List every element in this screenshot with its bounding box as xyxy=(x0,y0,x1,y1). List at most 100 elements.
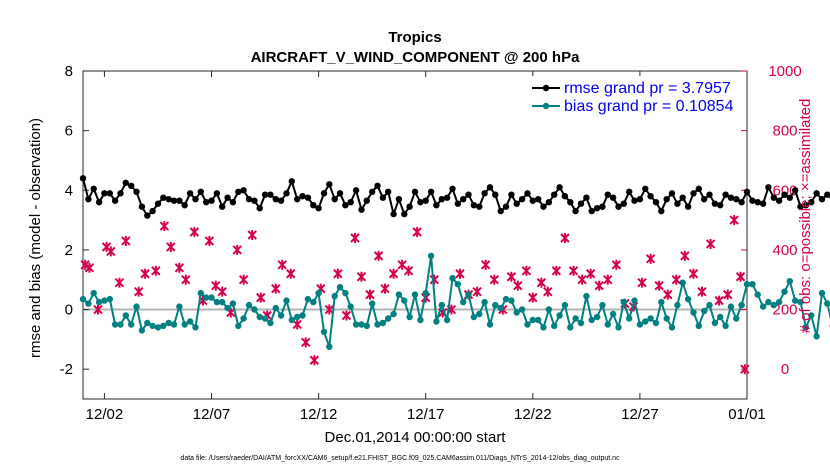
obs-marker xyxy=(594,280,604,291)
bias-point xyxy=(144,319,151,327)
bias-point xyxy=(711,319,719,327)
x-tick-label: 01/01 xyxy=(728,406,766,423)
rmse-point xyxy=(363,197,370,204)
obs-marker xyxy=(151,265,161,276)
bias-point xyxy=(395,291,403,298)
obs-marker xyxy=(585,268,596,279)
bias-point xyxy=(117,321,124,328)
bias-point xyxy=(443,316,451,324)
bias-point xyxy=(674,301,681,309)
bias-point xyxy=(406,313,413,321)
rmse-point xyxy=(454,200,461,207)
bias-point xyxy=(95,298,103,306)
bias-point xyxy=(813,333,820,340)
rmse-point xyxy=(781,191,788,198)
bias-point xyxy=(572,315,579,322)
bias-point xyxy=(818,289,826,297)
rmse-point xyxy=(818,196,826,203)
y-tick-label: -2 xyxy=(60,361,73,378)
obs-marker xyxy=(705,238,716,249)
rmse-point xyxy=(717,202,724,209)
rmse-point xyxy=(577,200,585,207)
rmse-point xyxy=(176,197,183,204)
obs-marker xyxy=(341,310,352,321)
rmse-point xyxy=(390,210,397,218)
bias-point xyxy=(593,313,601,321)
rmse-point xyxy=(551,191,558,198)
bias-point xyxy=(288,316,295,324)
rmse-point xyxy=(749,197,756,204)
bias-point xyxy=(245,301,253,309)
y-right-tick-label: 400 xyxy=(772,242,797,259)
obs-marker xyxy=(637,277,647,288)
bias-point xyxy=(326,343,333,350)
rmse-point xyxy=(331,196,338,203)
rmse-point xyxy=(256,205,263,212)
rmse-point xyxy=(283,190,290,197)
bias-point xyxy=(320,328,328,336)
bias-point xyxy=(513,309,520,316)
legend-bias-marker xyxy=(542,102,550,110)
rmse-point xyxy=(620,200,627,207)
bias-point xyxy=(738,301,745,309)
rmse-point xyxy=(572,207,579,215)
rmse-point xyxy=(443,194,451,201)
bias-point xyxy=(797,298,804,306)
rmse-point xyxy=(765,184,772,191)
bias-point xyxy=(615,324,622,331)
rmse-point xyxy=(743,188,751,195)
rmse-point xyxy=(138,203,146,210)
obs-marker xyxy=(740,364,750,375)
obs-marker xyxy=(403,265,414,276)
rmse-point xyxy=(513,200,520,207)
rmse-point xyxy=(797,203,804,210)
bias-point xyxy=(363,322,370,330)
rmse-point xyxy=(385,188,392,195)
bias-point xyxy=(567,324,574,331)
bias-point xyxy=(743,281,751,288)
obs-marker xyxy=(93,304,103,315)
rmse-point xyxy=(626,188,633,195)
obs-marker xyxy=(513,280,523,291)
x-tick-label: 12/22 xyxy=(514,406,552,423)
legend-rmse-label: rmse grand pr = 3.7957 xyxy=(564,80,731,97)
rmse-point xyxy=(540,203,547,210)
rmse-point xyxy=(229,199,237,206)
rmse-point xyxy=(642,185,649,192)
rmse-point xyxy=(117,190,124,197)
bias-point xyxy=(85,300,92,307)
bias-point xyxy=(775,298,783,306)
rmse-point xyxy=(647,193,654,200)
obs-marker xyxy=(277,259,287,270)
bias-point xyxy=(138,327,146,334)
rmse-point xyxy=(192,196,199,203)
rmse-point xyxy=(615,203,622,210)
rmse-point xyxy=(342,202,349,209)
rmse-point xyxy=(449,185,456,192)
bias-point xyxy=(358,321,365,328)
obs-marker xyxy=(286,268,296,279)
rmse-point xyxy=(759,200,767,207)
rmse-point xyxy=(165,196,172,203)
rmse-point xyxy=(727,194,735,201)
rmse-point xyxy=(128,182,135,189)
rmse-point xyxy=(347,199,354,206)
bias-point xyxy=(411,291,419,298)
rmse-point xyxy=(679,194,686,201)
rmse-point xyxy=(144,212,151,219)
rmse-point xyxy=(106,190,114,197)
rmse-point xyxy=(502,203,510,210)
bias-point xyxy=(792,297,799,304)
rmse-point xyxy=(754,199,761,206)
bias-point xyxy=(551,322,558,330)
rmse-point xyxy=(786,194,793,201)
rmse-point xyxy=(556,184,563,191)
rmse-point xyxy=(604,191,611,198)
rmse-point xyxy=(406,203,413,210)
rmse-point xyxy=(706,191,713,198)
bias-point xyxy=(690,309,697,316)
bias-point xyxy=(631,297,638,304)
bias-point xyxy=(240,315,247,322)
obs-marker xyxy=(560,232,570,243)
bias-point xyxy=(208,294,215,301)
